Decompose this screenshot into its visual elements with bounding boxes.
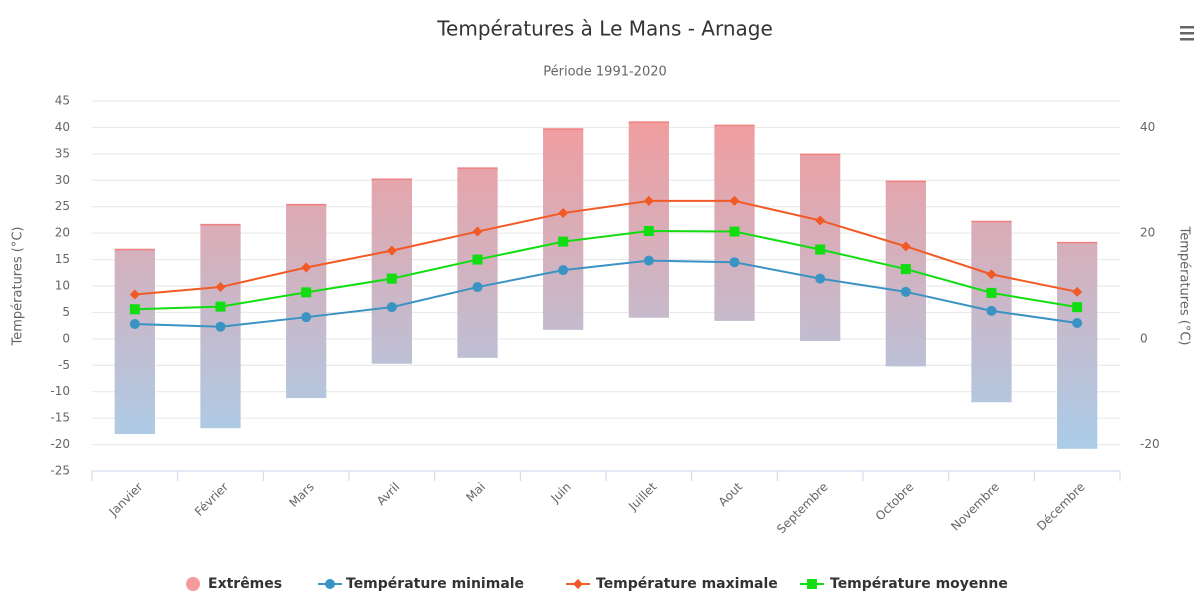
point-marker [815,273,826,284]
point-marker [1072,286,1083,297]
legend-label: Température maximale [596,576,778,592]
range-bar [1057,242,1098,449]
point-marker [643,195,654,206]
y2-tick-label: 40 [1140,120,1155,134]
y-tick-label: 20 [55,226,70,240]
legend-item: Température moyenne [800,576,1008,592]
point-marker [729,226,740,237]
y-axis-label: Températures (°C) [11,227,26,347]
point-marker [986,305,997,316]
point-marker [815,215,826,226]
series-line [134,230,1078,311]
y2-tick-label: 20 [1140,226,1155,240]
point-marker [129,304,140,315]
point-marker [472,282,483,293]
point-marker [643,255,654,266]
y-tick-label: 10 [55,279,70,293]
y2-tick-label: -20 [1140,437,1160,451]
legend: Extrêmes Température minimale Température … [186,576,1008,592]
point-marker [986,269,997,280]
point-marker [472,226,483,237]
point-marker [215,321,226,332]
series-line [134,259,1078,328]
point-marker [558,208,569,219]
y-tick-label: 25 [55,199,70,213]
legend-item: Extrêmes [186,576,282,592]
legend-symbol [186,577,200,591]
y-tick-label: 40 [55,120,70,134]
point-marker [129,289,140,300]
point-marker [215,301,226,312]
menu-button[interactable] [1180,26,1194,41]
legend-label: Température moyenne [830,576,1008,592]
chart-title: Températures à Le Mans - Arnage [436,17,773,41]
y-tick-label: 30 [55,173,70,187]
point-marker [729,195,740,206]
legend-symbol [807,579,817,589]
point-marker [558,236,569,247]
point-marker [129,319,140,330]
point-marker [900,286,911,297]
point-marker [386,302,397,313]
y-tick-label: -25 [50,464,70,478]
point-marker [301,312,312,323]
range-bar [114,249,155,434]
legend-symbol [573,579,583,589]
point-marker [900,264,911,275]
point-marker [815,244,826,255]
point-marker [986,287,997,298]
y2-tick-label: 0 [1140,331,1148,345]
point-marker [301,287,312,298]
y2-axis-label: Températures (°C) [1177,226,1192,346]
y-tick-label: 15 [55,252,70,266]
y-tick-label: 35 [55,146,70,160]
legend-label: Extrêmes [208,576,282,592]
point-marker [900,241,911,252]
point-marker [729,257,740,268]
point-marker [558,265,569,276]
range-bar [543,129,584,330]
y-tick-label: -5 [58,358,70,372]
y-tick-label: -20 [50,437,70,451]
range-bar [714,125,755,321]
legend-item: Température maximale [566,576,778,592]
point-marker [1072,302,1083,313]
range-bar [628,122,669,318]
y-tick-label: 45 [55,94,70,108]
point-marker [1072,318,1083,328]
y-tick-label: -15 [50,411,70,425]
point-marker [215,282,226,293]
point-marker [386,273,397,284]
point-marker [301,262,312,273]
legend-item: Température minimale [318,576,524,592]
y-tick-label: 0 [62,331,70,345]
chart-subtitle: Période 1991-2020 [543,65,667,80]
y-tick-label: 5 [62,305,70,319]
range-bar [371,179,412,364]
point-marker [386,245,397,256]
point-marker [472,254,483,265]
range-bar [286,204,327,399]
legend-label: Température minimale [346,576,524,592]
point-marker [643,226,654,237]
y-tick-label: -10 [50,384,70,398]
legend-symbol [325,579,335,589]
series-line [134,199,1078,296]
